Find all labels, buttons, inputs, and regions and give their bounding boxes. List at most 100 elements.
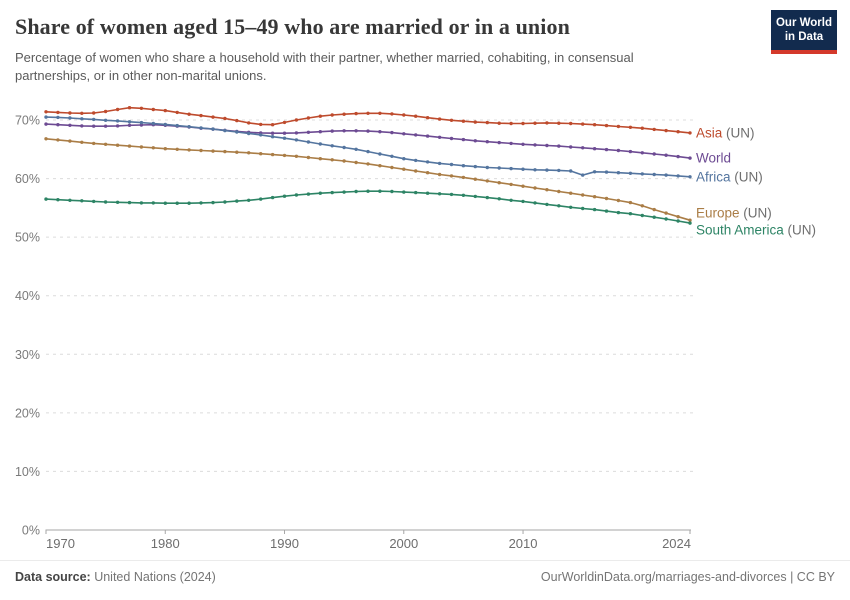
series-point-africa-un-2012 bbox=[545, 168, 549, 172]
series-point-asia-un-1973 bbox=[80, 111, 84, 116]
series-point-asia-un-1988 bbox=[259, 122, 263, 127]
series-point-south-america-un-2024 bbox=[688, 221, 692, 225]
series-point-africa-un-2017 bbox=[604, 170, 609, 174]
series-point-asia-un-2014 bbox=[569, 121, 573, 126]
series-point-south-america-un-1977 bbox=[127, 200, 132, 205]
series-point-south-america-un-2011 bbox=[533, 201, 537, 205]
series-label-world[interactable]: World bbox=[696, 151, 731, 166]
series-point-south-america-un-1972 bbox=[68, 198, 72, 202]
series-point-africa-un-1984 bbox=[211, 127, 215, 131]
owid-logo[interactable]: Our World in Data bbox=[771, 10, 837, 54]
series-point-south-america-un-2019 bbox=[628, 212, 633, 216]
series-point-africa-un-2024 bbox=[688, 175, 692, 179]
x-tick-label-2010: 2010 bbox=[509, 536, 538, 551]
series-point-africa-un-1970 bbox=[44, 115, 48, 119]
series-point-asia-un-2001 bbox=[414, 114, 418, 118]
page-subtitle: Percentage of women who share a househol… bbox=[15, 50, 634, 84]
series-point-south-america-un-1974 bbox=[92, 199, 96, 204]
series-point-south-america-un-1995 bbox=[342, 190, 346, 194]
series-point-africa-un-1978 bbox=[139, 120, 144, 125]
x-tick-label-1980: 1980 bbox=[151, 536, 180, 551]
series-point-europe-un-1999 bbox=[390, 165, 394, 170]
series-point-asia-un-2013 bbox=[557, 121, 561, 125]
series-point-asia-un-1990 bbox=[282, 120, 287, 125]
series-point-world-2000 bbox=[402, 132, 406, 136]
series-point-asia-un-1977 bbox=[127, 106, 132, 110]
series-point-asia-un-1985 bbox=[223, 116, 227, 121]
series-point-asia-un-2004 bbox=[449, 118, 454, 123]
series-point-world-1998 bbox=[378, 130, 382, 134]
series-point-africa-un-1990 bbox=[282, 136, 287, 140]
series-point-europe-un-1981 bbox=[175, 147, 179, 151]
series-point-europe-un-1972 bbox=[68, 139, 72, 143]
series-point-africa-un-1979 bbox=[151, 121, 155, 126]
series-point-world-1990 bbox=[282, 131, 287, 135]
series-point-europe-un-2011 bbox=[533, 186, 537, 190]
y-tick-label-40: 40% bbox=[15, 289, 40, 303]
series-point-asia-un-2006 bbox=[473, 120, 477, 124]
series-point-asia-un-1996 bbox=[354, 111, 358, 116]
series-point-africa-un-1974 bbox=[92, 117, 96, 122]
series-point-europe-un-2008 bbox=[497, 181, 501, 185]
series-point-world-1976 bbox=[115, 124, 120, 128]
series-label-africa-un[interactable]: Africa (UN) bbox=[696, 169, 763, 184]
series-point-europe-un-1997 bbox=[366, 162, 370, 166]
series-label-europe-un[interactable]: Europe (UN) bbox=[696, 206, 772, 221]
series-point-asia-un-1994 bbox=[330, 113, 334, 117]
y-tick-label-10: 10% bbox=[15, 465, 40, 479]
series-point-europe-un-1988 bbox=[259, 152, 263, 156]
series-point-world-1992 bbox=[306, 130, 311, 134]
series-point-world-1978 bbox=[139, 123, 144, 127]
series-point-africa-un-2010 bbox=[521, 167, 525, 171]
series-point-europe-un-2005 bbox=[461, 175, 466, 180]
series-point-europe-un-1984 bbox=[211, 149, 215, 153]
series-point-africa-un-1976 bbox=[115, 119, 120, 123]
series-point-asia-un-2021 bbox=[652, 127, 656, 132]
series-point-world-2021 bbox=[652, 152, 656, 156]
series-point-europe-un-1996 bbox=[354, 160, 358, 165]
series-point-south-america-un-2012 bbox=[545, 202, 549, 207]
series-point-africa-un-1986 bbox=[235, 130, 239, 134]
series-point-europe-un-1975 bbox=[103, 142, 108, 146]
series-point-europe-un-2001 bbox=[414, 169, 418, 173]
series-point-south-america-un-1990 bbox=[282, 194, 287, 198]
series-point-asia-un-2012 bbox=[545, 121, 549, 125]
series-point-south-america-un-2009 bbox=[509, 198, 513, 202]
series-label-south-america-un[interactable]: South America (UN) bbox=[696, 223, 816, 238]
series-point-south-america-un-1983 bbox=[199, 201, 203, 205]
series-point-africa-un-2013 bbox=[557, 168, 561, 173]
series-point-world-1977 bbox=[127, 123, 132, 128]
series-point-europe-un-2016 bbox=[592, 195, 597, 199]
series-point-africa-un-1975 bbox=[103, 118, 108, 123]
series-point-world-2009 bbox=[509, 141, 513, 146]
series-point-africa-un-1973 bbox=[80, 117, 84, 121]
series-point-world-1975 bbox=[103, 124, 108, 128]
series-point-world-1971 bbox=[56, 123, 60, 127]
series-point-europe-un-1976 bbox=[115, 143, 120, 147]
series-point-europe-un-1980 bbox=[163, 147, 167, 151]
series-point-world-2006 bbox=[473, 139, 477, 143]
series-point-world-2019 bbox=[628, 149, 633, 154]
data-source-value: United Nations (2024) bbox=[90, 570, 216, 584]
series-point-world-1997 bbox=[366, 129, 370, 133]
series-point-asia-un-2017 bbox=[604, 123, 609, 128]
series-point-world-2005 bbox=[461, 137, 466, 142]
x-tick-label-1970: 1970 bbox=[46, 536, 75, 551]
series-point-south-america-un-2003 bbox=[437, 192, 442, 196]
series-point-europe-un-1990 bbox=[282, 153, 287, 158]
series-label-asia-un[interactable]: Asia (UN) bbox=[696, 125, 755, 140]
y-tick-label-50: 50% bbox=[15, 231, 40, 245]
series-point-europe-un-1979 bbox=[151, 146, 155, 150]
series-point-africa-un-2003 bbox=[437, 161, 442, 166]
series-point-africa-un-1999 bbox=[390, 154, 394, 158]
series-point-asia-un-2009 bbox=[509, 121, 513, 126]
series-point-africa-un-2023 bbox=[676, 174, 680, 178]
series-point-europe-un-2012 bbox=[545, 188, 549, 192]
series-point-africa-un-1993 bbox=[318, 142, 322, 146]
citation-link[interactable]: OurWorldinData.org/marriages-and-divorce… bbox=[540, 570, 835, 584]
series-point-asia-un-1991 bbox=[294, 118, 299, 122]
series-point-world-2017 bbox=[604, 147, 609, 152]
chart-footer: Data source: United Nations (2024) OurWo… bbox=[0, 560, 850, 600]
series-point-south-america-un-2004 bbox=[449, 192, 454, 197]
